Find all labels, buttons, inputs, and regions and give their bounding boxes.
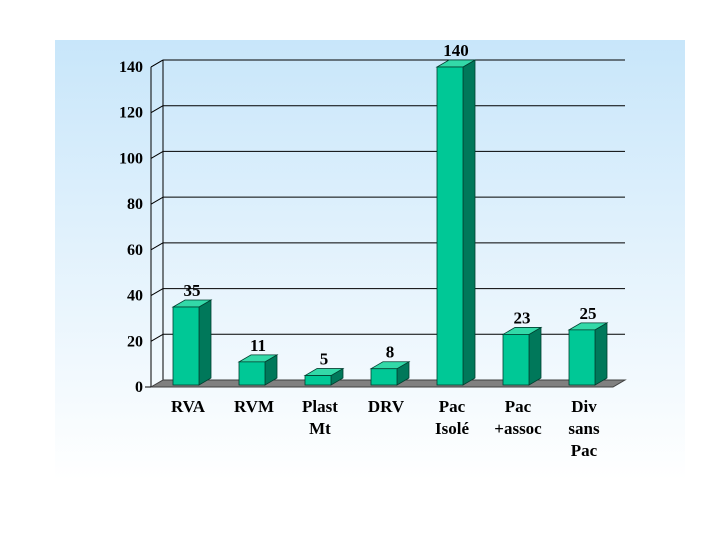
data-label: 140 — [443, 41, 469, 60]
bar — [303, 367, 345, 386]
y-tick-labels: 0 20 40 60 80 100 120 140 — [119, 59, 143, 396]
x-tick-label-line: sans — [568, 419, 600, 438]
x-tick-label-line: DRV — [368, 397, 405, 416]
x-tick-label-line: RVA — [171, 397, 206, 416]
bar-side — [594, 322, 608, 386]
y-tick-label: 80 — [127, 196, 143, 213]
gridline-side-60 — [150, 242, 164, 251]
x-tick-label-line: Plast — [302, 397, 338, 416]
x-tick-label-line: RVM — [234, 397, 274, 416]
data-label: 25 — [580, 304, 597, 323]
bar-front — [568, 329, 596, 386]
bar — [171, 299, 213, 386]
bar-front — [436, 66, 464, 386]
x-tick-label: Pac +assoc — [494, 397, 542, 438]
x-tick-label-line: Mt — [309, 419, 331, 438]
bar — [435, 59, 477, 386]
x-tick-label: RVA — [171, 397, 206, 416]
gridline-side-80 — [150, 196, 164, 205]
x-tick-label-line: Pac — [571, 441, 598, 460]
y-tick-label: 0 — [135, 379, 143, 396]
bar — [237, 354, 279, 386]
bar-front — [502, 334, 530, 386]
y-tick-label: 100 — [119, 150, 143, 167]
gridline-side-100 — [150, 150, 164, 159]
bar — [501, 326, 543, 386]
bar — [567, 322, 609, 386]
data-label: 35 — [184, 281, 201, 300]
gridline-side-40 — [150, 288, 164, 297]
data-label: 5 — [320, 350, 329, 369]
gridline-side-120 — [150, 105, 164, 114]
y-tick-label: 140 — [119, 59, 143, 76]
x-tick-label-line: Isolé — [435, 419, 469, 438]
y-tick-label: 40 — [127, 288, 143, 305]
bars — [171, 59, 609, 386]
side-wall-top — [150, 59, 164, 68]
bar-side — [462, 59, 476, 386]
gridline-side-20 — [150, 333, 164, 342]
x-tick-label-line: Div — [571, 397, 597, 416]
x-tick-label-line: Pac — [505, 397, 532, 416]
data-labels: 35 11 5 8 140 23 25 — [184, 41, 597, 369]
bar-front — [238, 361, 266, 386]
bar-side — [528, 326, 542, 386]
bar-side — [198, 299, 212, 386]
data-label: 11 — [250, 336, 266, 355]
x-tick-label: Plast Mt — [302, 397, 338, 438]
y-tick-label: 120 — [119, 105, 143, 122]
chart-background — [55, 40, 685, 480]
x-tick-label-line: Pac — [439, 397, 466, 416]
bar-front — [304, 375, 332, 386]
data-label: 23 — [514, 308, 531, 327]
x-tick-label-line: +assoc — [494, 419, 542, 438]
bar-front — [370, 368, 398, 386]
x-tick-label: Div sans Pac — [568, 397, 600, 460]
x-tick-label: RVM — [234, 397, 274, 416]
bar-front — [172, 306, 200, 386]
x-tick-label: DRV — [368, 397, 405, 416]
bar — [369, 361, 411, 386]
x-tick-labels: RVA RVM Plast Mt DRV Pac Isolé Pac +assoc Div sans… — [171, 397, 600, 460]
y-tick-label: 20 — [127, 333, 143, 350]
data-label: 8 — [386, 343, 395, 362]
x-tick-label: Pac Isolé — [435, 397, 469, 438]
y-tick-label: 60 — [127, 242, 143, 259]
grid-lines — [150, 59, 625, 342]
